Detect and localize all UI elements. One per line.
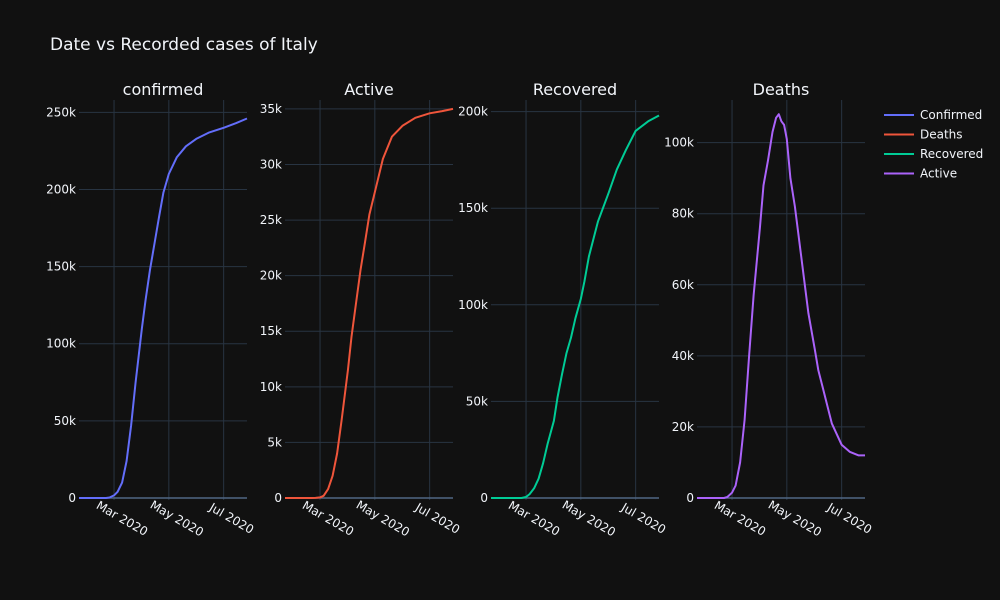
x-tick-label: Mar 2020 [506,498,562,539]
series-line-recovered [491,114,660,499]
y-tick-label: 10k [260,380,282,394]
legend-label: Confirmed [920,108,982,122]
y-tick-label: 200k [46,182,76,196]
y-tick-label: 25k [260,213,282,227]
x-tick-label: Mar 2020 [94,498,150,539]
x-tick-label: May 2020 [148,498,206,540]
y-tick-label: 200k [458,105,488,119]
subplot-title: Deaths [753,80,810,99]
y-tick-label: 40k [672,349,694,363]
y-tick-label: 100k [458,298,488,312]
series-line-active [285,107,454,499]
y-tick-label: 250k [46,105,76,119]
y-tick-label: 150k [458,201,488,215]
x-tick-label: Jul 2020 [206,500,256,537]
subplot-title: Recovered [533,80,617,99]
y-tick-label: 50k [54,414,76,428]
y-tick-label: 0 [686,491,694,505]
chart-title: Date vs Recorded cases of Italy [50,35,318,55]
y-tick-label: 15k [260,324,282,338]
y-tick-label: 150k [46,260,76,274]
y-tick-label: 50k [466,394,488,408]
y-tick-label: 20k [260,269,282,283]
x-tick-label: May 2020 [560,498,618,540]
y-tick-label: 80k [672,207,694,221]
y-tick-label: 30k [260,157,282,171]
x-tick-label: Jul 2020 [824,500,874,537]
subplot-title: Active [344,80,394,99]
x-tick-label: Jul 2020 [412,500,462,537]
y-tick-label: 0 [68,491,76,505]
legend-item-deaths[interactable]: Deaths [884,128,963,142]
legend-label: Recovered [920,147,983,161]
legend-label: Deaths [920,128,963,142]
x-tick-label: Mar 2020 [300,498,356,539]
y-tick-label: 100k [664,136,694,150]
series-line-confirmed [79,117,248,499]
legend-item-recovered[interactable]: Recovered [884,147,983,161]
legend-label: Active [920,167,957,181]
y-tick-label: 60k [672,278,694,292]
x-tick-label: May 2020 [354,498,412,540]
y-tick-label: 0 [274,491,282,505]
x-tick-label: Mar 2020 [712,498,768,539]
x-tick-label: Jul 2020 [618,500,668,537]
y-tick-label: 5k [267,435,282,449]
legend[interactable]: Confirmed Deaths Recovered Active [884,108,983,181]
y-tick-label: 35k [260,102,282,116]
legend-item-active[interactable]: Active [884,167,957,181]
series-line-deaths [697,113,865,499]
subplot-title: confirmed [123,80,204,99]
y-tick-label: 20k [672,420,694,434]
y-tick-label: 0 [480,491,488,505]
y-tick-label: 100k [46,337,76,351]
legend-item-confirmed[interactable]: Confirmed [884,108,982,122]
x-tick-label: May 2020 [766,498,824,540]
